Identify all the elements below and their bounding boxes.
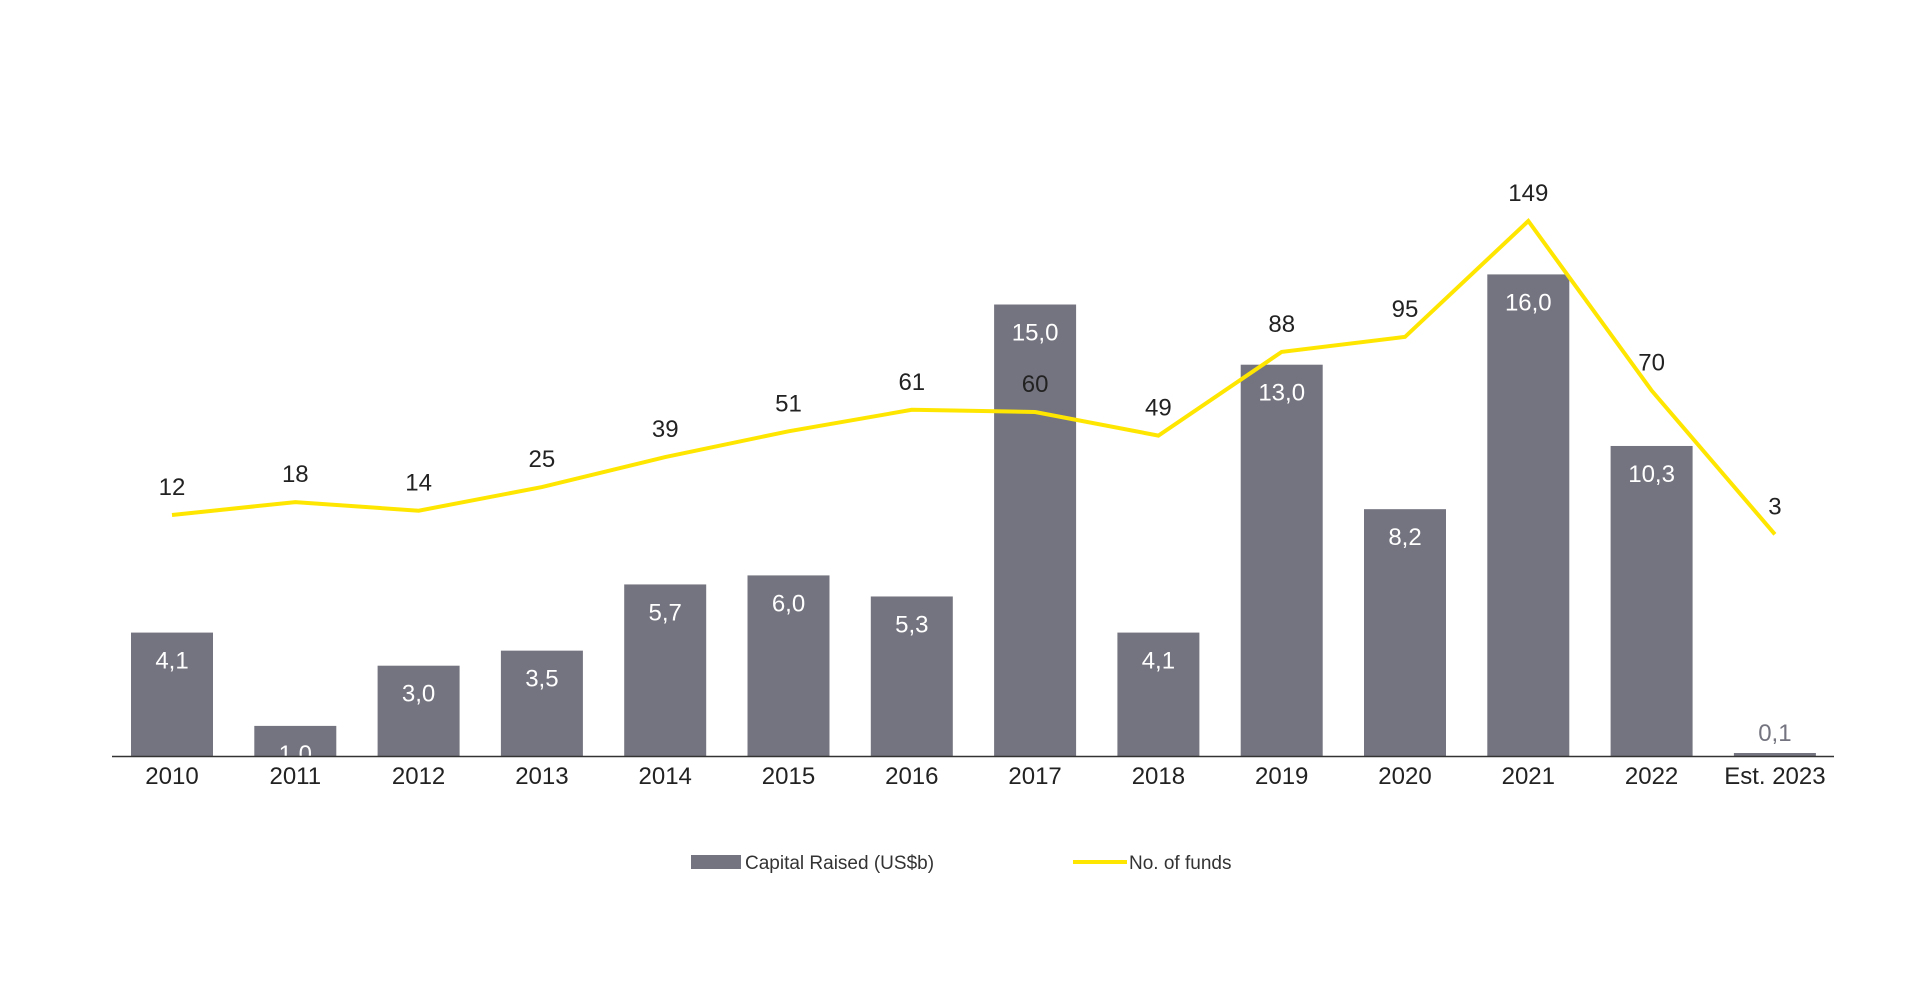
bar-capital-raised-1 [254, 725, 337, 756]
line-data-label-4: 39 [652, 416, 679, 443]
line-data-label-8: 49 [1145, 395, 1172, 422]
bar-data-label-11: 16,0 [1505, 289, 1552, 316]
bar-capital-raised-5 [747, 575, 830, 756]
x-tick-label-2: 2012 [392, 763, 445, 790]
bar-data-label-7: 15,0 [1012, 320, 1059, 347]
legend-label-no-of-funds: No. of funds [1129, 853, 1231, 874]
x-tick-label-11: 2021 [1502, 763, 1555, 790]
x-tick-label-6: 2016 [885, 763, 938, 790]
bar-data-label-8: 4,1 [1142, 648, 1175, 675]
bar-capital-raised-12 [1610, 445, 1693, 756]
x-tick-label-4: 2014 [639, 763, 692, 790]
line-data-label-6: 61 [898, 369, 925, 396]
x-tick-label-7: 2017 [1008, 763, 1061, 790]
x-tick-label-12: 2022 [1625, 763, 1678, 790]
x-tick-label-9: 2019 [1255, 763, 1308, 790]
bar-capital-raised-6 [870, 596, 953, 756]
bar-capital-raised-2 [377, 665, 460, 756]
bar-capital-raised-3 [500, 650, 583, 756]
line-data-label-10: 95 [1392, 296, 1419, 323]
x-axis: 2010 2011 2012 2013 2014 2015 2016 2017 2018 2019… [112, 755, 1834, 790]
bar-capital-raised-11 [1487, 274, 1570, 756]
x-tick-label-3: 2013 [515, 763, 568, 790]
legend-swatch-capital-raised [691, 855, 741, 869]
line-data-label-0: 12 [159, 474, 186, 501]
bar-capital-raised-10 [1364, 509, 1446, 756]
bar-data-label-12: 10,3 [1628, 461, 1675, 488]
bar-capital-raised-8 [1117, 632, 1200, 756]
bar-capital-raised-4 [624, 584, 707, 756]
line-no-of-funds [171, 217, 1777, 536]
bar-data-label-3: 3,5 [525, 666, 558, 693]
bar-data-label-10: 8,2 [1388, 524, 1421, 551]
x-tick-label-5: 2015 [762, 763, 815, 790]
legend: Capital Raised (US$b) No. of funds [691, 853, 1231, 874]
line-data-label-1: 18 [282, 461, 309, 488]
bar-data-label-1: 1,0 [279, 741, 312, 768]
bar-data-label-5: 6,0 [772, 590, 805, 617]
bar-data-label-0: 4,1 [155, 648, 188, 675]
line-data-label-9: 88 [1268, 311, 1295, 338]
line-data-label-5: 51 [775, 390, 802, 417]
bar-data-label-2: 3,0 [402, 681, 435, 708]
line-data-label-2: 14 [405, 470, 432, 497]
bars-layer [131, 274, 1816, 756]
bar-data-label-4: 5,7 [649, 599, 682, 626]
bar-data-label-13: 0,1 [1758, 720, 1791, 747]
line-data-label-11: 149 [1508, 180, 1548, 207]
bar-capital-raised-13 [1733, 752, 1816, 756]
legend-label-capital-raised: Capital Raised (US$b) [745, 853, 934, 874]
bar-capital-raised-7 [994, 304, 1077, 756]
x-tick-label-13: Est. 2023 [1724, 763, 1825, 790]
x-tick-label-0: 2010 [145, 763, 198, 790]
bar-capital-raised-0 [131, 632, 213, 756]
line-data-label-3: 25 [529, 446, 556, 473]
bar-data-label-9: 13,0 [1258, 380, 1305, 407]
x-tick-label-1: 2011 [269, 763, 321, 790]
line-data-label-7: 60 [1022, 371, 1049, 398]
line-data-label-13: 3 [1768, 493, 1781, 520]
line-layer [171, 217, 1777, 536]
x-tick-label-10: 2020 [1378, 763, 1431, 790]
bar-data-label-6: 5,3 [895, 611, 928, 638]
x-tick-label-8: 2018 [1132, 763, 1185, 790]
bar-capital-raised-9 [1240, 364, 1323, 756]
line-data-label-12: 70 [1638, 350, 1665, 377]
labels-layer: 4,1 1,0 3,0 3,5 5,7 6,0 5,3 15,0 4,1 13,0 8,2 16,0 1… [155, 180, 1791, 768]
